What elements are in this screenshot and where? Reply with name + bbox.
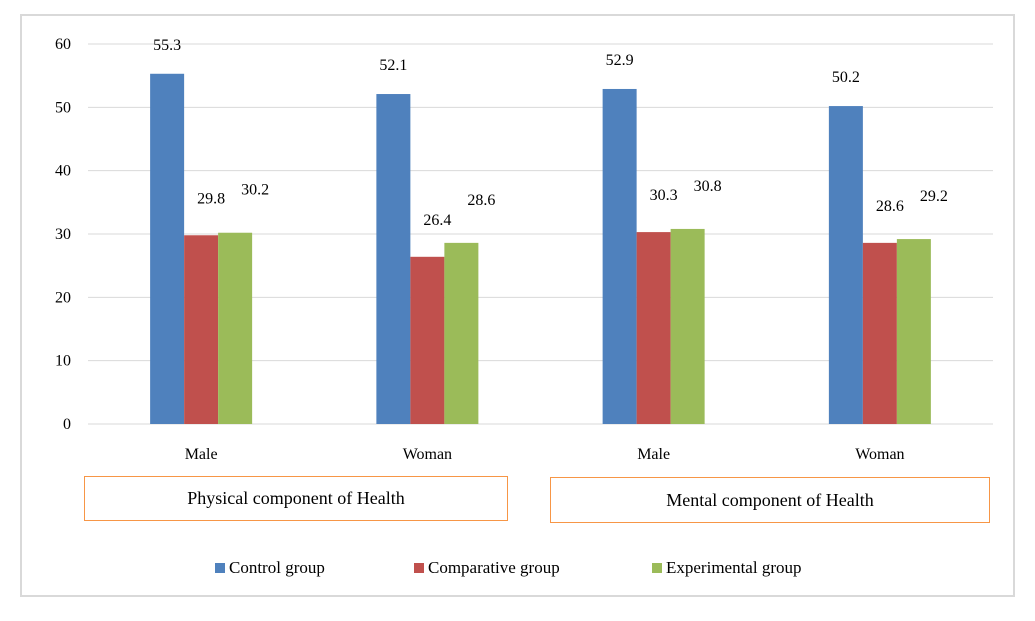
bar-experimental-group-2 bbox=[670, 228, 705, 424]
bar-control-group-2 bbox=[602, 88, 637, 424]
group-label-physical-text: Physical component of Health bbox=[187, 488, 405, 508]
y-tick-label-10: 10 bbox=[55, 353, 71, 370]
y-axis: 0 10 20 30 40 50 60 bbox=[55, 36, 71, 433]
data-label-experimental-group-2: 30.8 bbox=[694, 178, 722, 195]
bar-experimental-group-1 bbox=[444, 242, 479, 424]
y-tick-label-30: 30 bbox=[55, 226, 71, 243]
legend-label-comparative: Comparative group bbox=[428, 558, 560, 577]
bars bbox=[150, 73, 931, 425]
data-label-comparative-group-2: 30.3 bbox=[650, 187, 678, 204]
y-tick-label-50: 50 bbox=[55, 99, 71, 116]
legend: Control group Comparative group Experime… bbox=[0, 558, 1035, 580]
legend-label-experimental: Experimental group bbox=[666, 558, 802, 577]
data-label-control-group-3: 50.2 bbox=[832, 69, 860, 86]
x-tick-label-2: Male bbox=[637, 446, 670, 463]
data-label-experimental-group-1: 28.6 bbox=[467, 192, 495, 209]
bar-experimental-group-0 bbox=[218, 232, 253, 424]
bar-experimental-group-3 bbox=[896, 239, 931, 424]
y-tick-label-60: 60 bbox=[55, 36, 71, 53]
data-label-control-group-1: 52.1 bbox=[379, 57, 407, 74]
legend-item-control: Control group bbox=[215, 558, 325, 578]
data-label-comparative-group-1: 26.4 bbox=[423, 212, 451, 229]
x-tick-label-1: Woman bbox=[403, 446, 452, 463]
bar-control-group-3 bbox=[828, 106, 863, 425]
bar-comparative-group-1 bbox=[410, 256, 445, 424]
legend-item-comparative: Comparative group bbox=[414, 558, 560, 578]
bar-control-group-0 bbox=[150, 73, 185, 425]
bar-control-group-1 bbox=[376, 94, 411, 425]
group-label-physical: Physical component of Health bbox=[84, 476, 508, 521]
x-tick-label-0: Male bbox=[185, 446, 218, 463]
bar-comparative-group-2 bbox=[636, 232, 671, 424]
data-label-comparative-group-3: 28.6 bbox=[876, 198, 904, 215]
bar-comparative-group-0 bbox=[184, 235, 219, 424]
data-label-experimental-group-0: 30.2 bbox=[241, 182, 269, 199]
group-label-mental: Mental component of Health bbox=[550, 477, 990, 523]
legend-swatch-experimental bbox=[652, 563, 662, 573]
data-labels: 55.3 29.8 30.2 52.1 26.4 28.6 52.9 30.3 30.8 50.2… bbox=[153, 37, 948, 229]
bar-comparative-group-3 bbox=[862, 242, 897, 424]
y-tick-label-40: 40 bbox=[55, 163, 71, 180]
y-tick-label-20: 20 bbox=[55, 289, 71, 306]
legend-swatch-comparative bbox=[414, 563, 424, 573]
data-label-comparative-group-0: 29.8 bbox=[197, 190, 225, 207]
group-label-mental-text: Mental component of Health bbox=[666, 489, 874, 510]
x-tick-label-3: Woman bbox=[855, 446, 904, 463]
data-label-control-group-0: 55.3 bbox=[153, 37, 181, 54]
data-label-control-group-2: 52.9 bbox=[606, 52, 634, 69]
y-tick-label-0: 0 bbox=[63, 416, 71, 433]
legend-label-control: Control group bbox=[229, 558, 325, 577]
x-axis: Male Woman Male Woman bbox=[185, 446, 905, 463]
legend-swatch-control bbox=[215, 563, 225, 573]
data-label-experimental-group-3: 29.2 bbox=[920, 188, 948, 205]
legend-item-experimental: Experimental group bbox=[652, 558, 802, 578]
